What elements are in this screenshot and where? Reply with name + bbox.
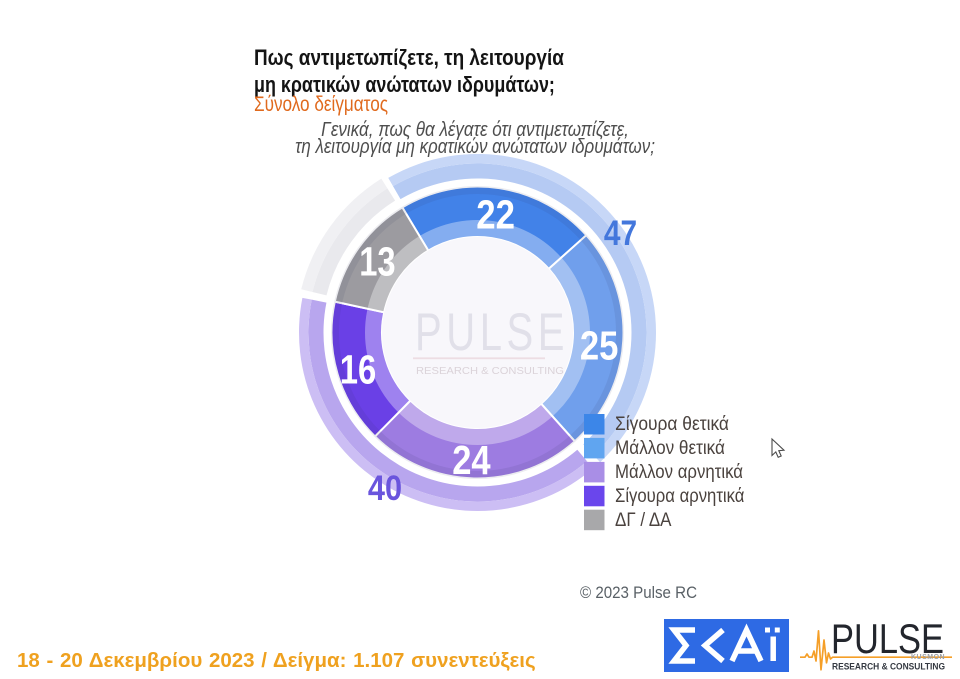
svg-text:25: 25	[580, 323, 619, 369]
svg-text:16: 16	[340, 347, 377, 393]
svg-text:13: 13	[359, 239, 395, 285]
svg-text:RESEARCH & CONSULTING: RESEARCH & CONSULTING	[832, 662, 945, 673]
svg-text:RESEARCH & CONSULTING: RESEARCH & CONSULTING	[416, 366, 564, 377]
svg-text:PULSE: PULSE	[415, 303, 569, 362]
svg-text:PULSE: PULSE	[831, 615, 944, 662]
svg-text:40: 40	[368, 469, 402, 508]
svg-text:24: 24	[452, 437, 491, 483]
svg-text:22: 22	[476, 191, 515, 237]
svg-text:47: 47	[604, 214, 637, 253]
svg-text:KUSMON: KUSMON	[911, 654, 945, 661]
